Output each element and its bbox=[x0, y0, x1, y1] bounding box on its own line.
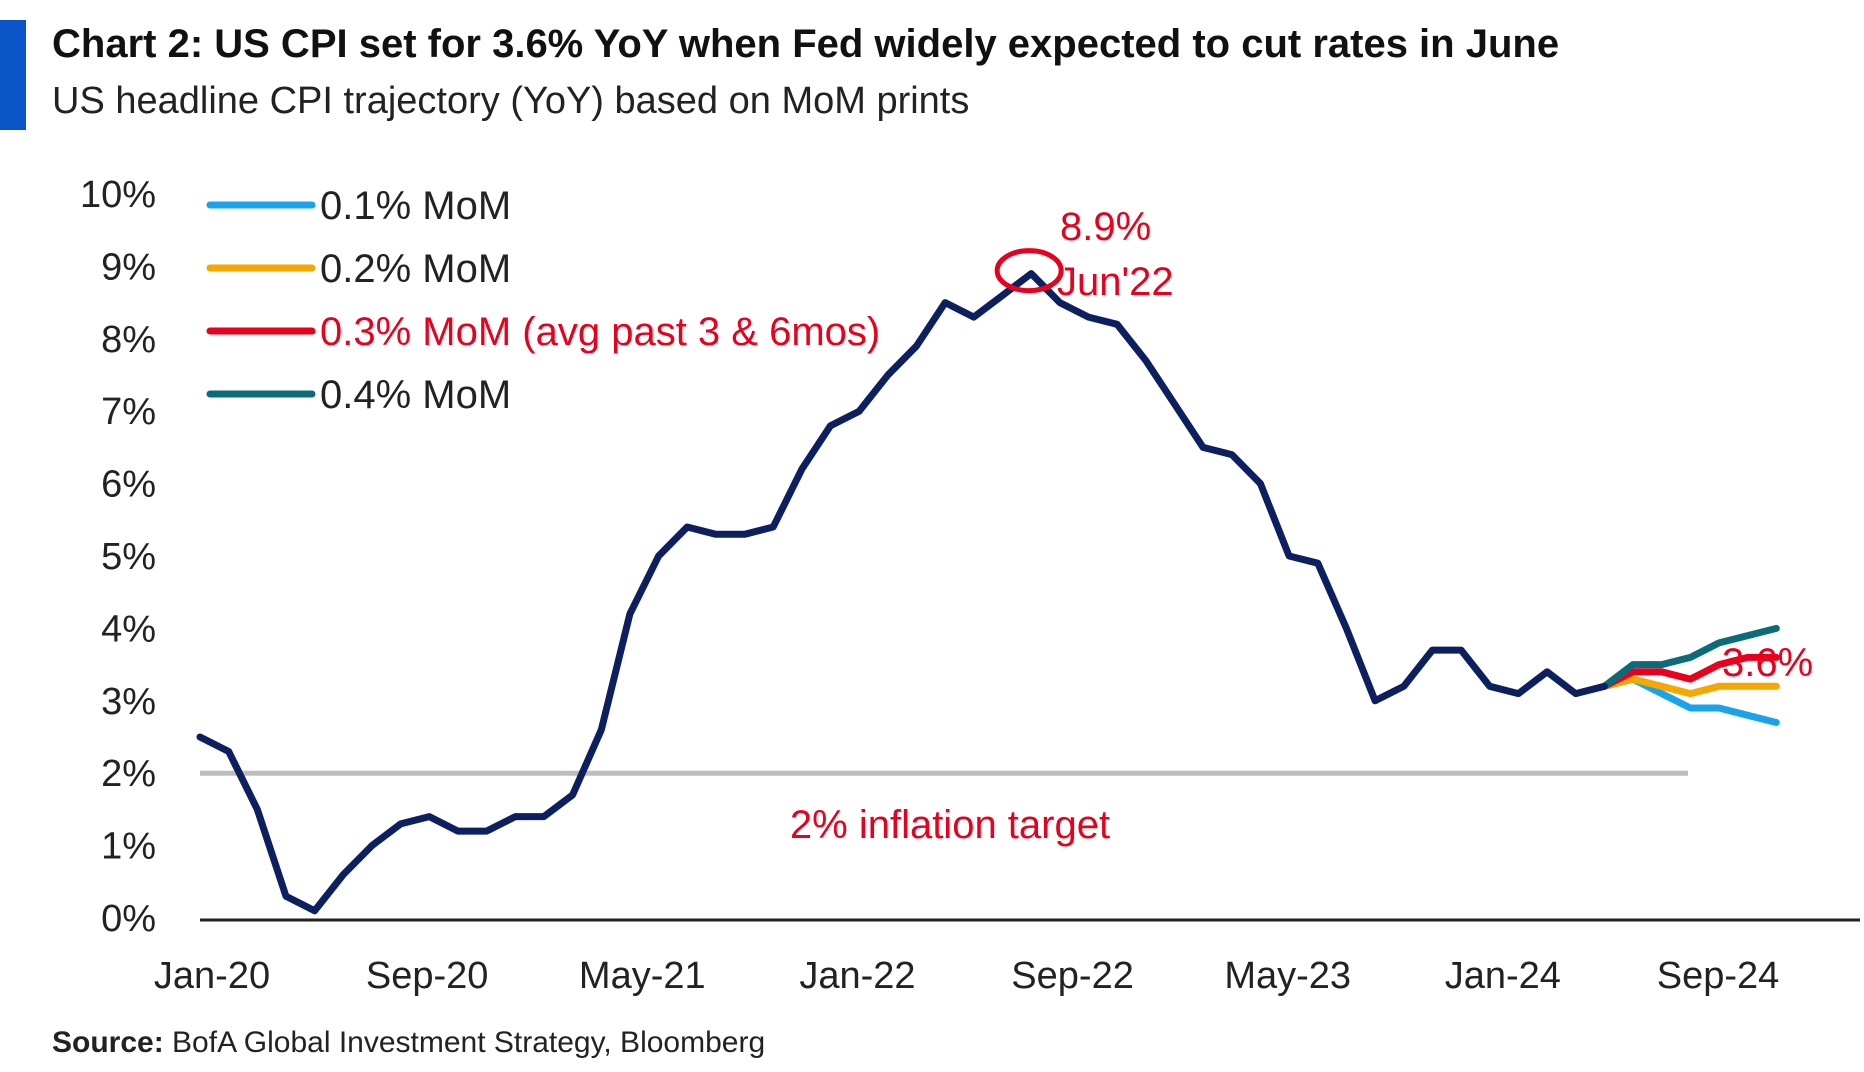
legend-label: 0.1% MoM bbox=[320, 184, 511, 228]
series-line-mom-3 bbox=[1600, 653, 1780, 690]
y-tick-label: 3% bbox=[101, 681, 156, 723]
peak-annotation-value: 8.9% bbox=[1060, 205, 1151, 249]
x-tick-label: Sep-22 bbox=[1011, 955, 1134, 997]
peak-marker-circle bbox=[994, 248, 1064, 294]
peak-annotation-date: Jun'22 bbox=[1057, 260, 1174, 304]
legend-label: 0.2% MoM bbox=[320, 247, 511, 291]
y-tick-label: 2% bbox=[101, 753, 156, 795]
legend-label: 0.4% MoM bbox=[320, 373, 511, 417]
x-tick-label: Sep-20 bbox=[366, 955, 489, 997]
x-tick-label: Jan-24 bbox=[1445, 955, 1561, 997]
x-tick-label: Sep-24 bbox=[1657, 955, 1780, 997]
x-tick-label: Jan-20 bbox=[154, 955, 270, 997]
y-tick-label: 4% bbox=[101, 608, 156, 650]
end-annotation-label: 3.6% bbox=[1722, 641, 1813, 685]
series-line-mom-4 bbox=[1600, 624, 1780, 690]
source-label: Source: bbox=[52, 1026, 164, 1059]
y-tick-label: 9% bbox=[101, 246, 156, 288]
series-line-mom-2 bbox=[1600, 675, 1780, 698]
y-axis-tick-labels: 0% 1% 2% 3% 4% 5% 6% 7% 8% 9% 10% bbox=[80, 174, 156, 940]
title-accent-bar bbox=[0, 20, 26, 130]
chart-subtitle: US headline CPI trajectory (YoY) based o… bbox=[52, 80, 970, 122]
source-note: Source: BofA Global Investment Strategy,… bbox=[52, 1026, 765, 1060]
y-tick-label: 8% bbox=[101, 319, 156, 361]
x-tick-label: May-21 bbox=[579, 955, 706, 997]
y-tick-label: 7% bbox=[101, 391, 156, 433]
x-axis-tick-labels: Jan-20 Sep-20 May-21 Jan-22 Sep-22 May-23 Jan-… bbox=[154, 955, 1779, 997]
x-tick-label: Jan-22 bbox=[799, 955, 915, 997]
series-line-cpi-history bbox=[196, 270, 1608, 915]
y-tick-label: 6% bbox=[101, 464, 156, 506]
chart-title: Chart 2: US CPI set for 3.6% YoY when Fe… bbox=[52, 22, 1560, 66]
source-text: BofA Global Investment Strategy, Bloombe… bbox=[172, 1026, 766, 1059]
scenario-series-lines bbox=[1600, 624, 1780, 726]
legend: 0.1% MoM 0.2% MoM 0.3% MoM (avg past 3 & 6… bbox=[206, 184, 880, 417]
y-tick-label: 1% bbox=[101, 826, 156, 868]
inflation-target-label: 2% inflation target bbox=[790, 803, 1110, 847]
y-tick-label: 5% bbox=[101, 536, 156, 578]
y-tick-label: 0% bbox=[101, 898, 156, 940]
x-tick-label: May-23 bbox=[1224, 955, 1351, 997]
legend-label: 0.3% MoM (avg past 3 & 6mos) bbox=[320, 310, 880, 354]
y-tick-label: 10% bbox=[80, 174, 156, 216]
